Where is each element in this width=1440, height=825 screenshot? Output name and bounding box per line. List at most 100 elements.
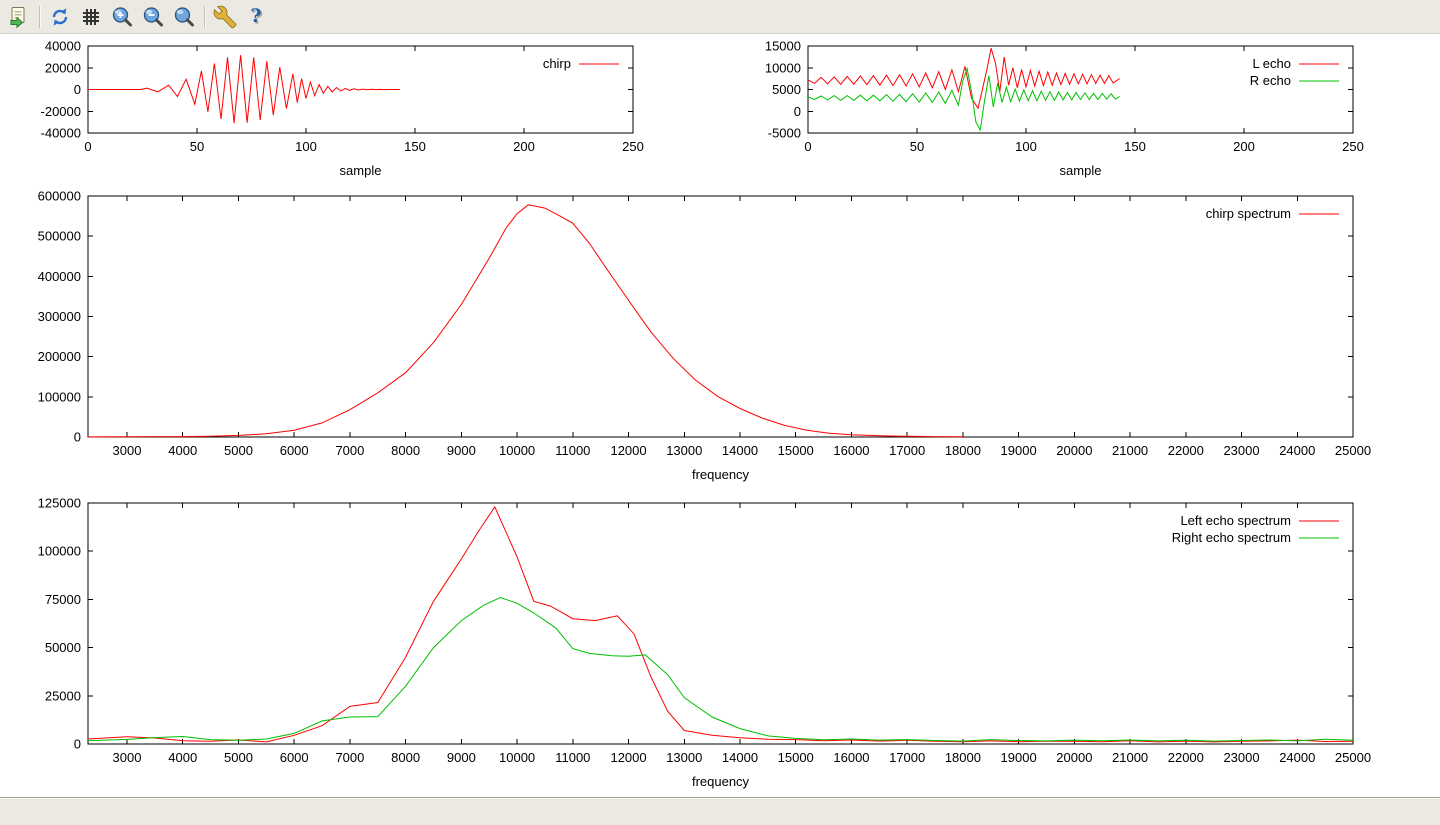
zoom-out-icon — [141, 5, 165, 29]
y-tick-label: 50000 — [45, 640, 81, 655]
x-tick-label: 23000 — [1223, 443, 1259, 458]
x-tick-label: 0 — [804, 139, 811, 154]
x-tick-label: 250 — [1342, 139, 1364, 154]
x-tick-label: 16000 — [833, 443, 869, 458]
x-tick-label: 14000 — [722, 750, 758, 765]
series-l-echo — [807, 48, 1120, 110]
y-tick-label: 10000 — [765, 60, 801, 75]
x-tick-label: 200 — [1233, 139, 1255, 154]
copy-button[interactable] — [4, 2, 34, 31]
x-tick-label: 11000 — [555, 443, 590, 458]
help-button[interactable]: ? — [241, 2, 271, 31]
x-tick-label: 5000 — [224, 443, 253, 458]
x-tick-label: 18000 — [945, 443, 981, 458]
grid-icon — [79, 5, 103, 29]
x-tick-label: 24000 — [1279, 443, 1315, 458]
x-tick-label: 15000 — [778, 443, 814, 458]
legend-label: L echo — [1252, 56, 1291, 71]
x-tick-label: 23000 — [1223, 750, 1259, 765]
x-tick-label: 7000 — [335, 443, 364, 458]
plot-border — [807, 45, 1354, 134]
x-tick-label: 100 — [295, 139, 317, 154]
x-tick-label: 17000 — [889, 443, 925, 458]
x-tick-label: 8000 — [391, 750, 420, 765]
x-tick-label: 9000 — [447, 750, 476, 765]
copy-icon — [7, 5, 31, 29]
x-tick-label: 22000 — [1168, 750, 1204, 765]
x-tick-label: 200 — [513, 139, 535, 154]
x-tick-label: 12000 — [610, 443, 646, 458]
x-tick-label: 13000 — [666, 443, 702, 458]
series-r-echo — [807, 66, 1120, 132]
x-tick-label: 150 — [404, 139, 426, 154]
x-tick-label: 20000 — [1056, 750, 1092, 765]
y-tick-label: 75000 — [45, 592, 81, 607]
x-tick-label: 13000 — [666, 750, 702, 765]
plot-area-echoes[interactable] — [808, 46, 1353, 133]
zoom-out-button[interactable] — [138, 2, 168, 31]
help-icon: ? — [250, 5, 262, 27]
toolbar: ? — [0, 0, 1440, 34]
x-tick-label: 22000 — [1168, 443, 1204, 458]
toolbar-separator — [39, 5, 40, 28]
x-tick-label: 9000 — [447, 443, 476, 458]
x-tick-label: 21000 — [1112, 443, 1148, 458]
x-tick-label: 50 — [190, 139, 204, 154]
x-tick-label: 6000 — [280, 443, 309, 458]
x-axis-label: frequency — [692, 467, 750, 482]
series-left-echo-spectrum — [87, 505, 1354, 743]
x-tick-label: 4000 — [168, 443, 197, 458]
plot-border — [87, 195, 1354, 438]
x-tick-label: 4000 — [168, 750, 197, 765]
replot-icon — [48, 5, 72, 29]
x-tick-label: 21000 — [1112, 750, 1148, 765]
zoom-reset-icon — [172, 5, 196, 29]
y-tick-label: 0 — [794, 104, 801, 119]
y-tick-label: 5000 — [772, 82, 801, 97]
x-tick-label: 8000 — [391, 443, 420, 458]
y-tick-label: -20000 — [41, 104, 81, 119]
y-tick-label: 40000 — [45, 39, 81, 54]
config-icon — [213, 5, 237, 29]
x-tick-label: 17000 — [889, 750, 925, 765]
x-tick-label: 19000 — [1001, 750, 1037, 765]
x-tick-label: 25000 — [1335, 750, 1371, 765]
x-tick-label: 20000 — [1056, 443, 1092, 458]
legend-label: chirp spectrum — [1206, 206, 1291, 221]
x-tick-label: 100 — [1015, 139, 1037, 154]
x-tick-label: 0 — [84, 139, 91, 154]
x-tick-label: 12000 — [610, 750, 646, 765]
x-axis-label: frequency — [692, 774, 750, 789]
legend-label: Right echo spectrum — [1172, 530, 1291, 545]
y-tick-label: 25000 — [45, 688, 81, 703]
plot-area-echo-spectra[interactable] — [88, 503, 1353, 744]
x-tick-label: 15000 — [778, 750, 814, 765]
y-tick-label: 0 — [74, 737, 81, 752]
x-tick-label: 5000 — [224, 750, 253, 765]
x-tick-label: 7000 — [335, 750, 364, 765]
plot-border — [87, 502, 1354, 745]
y-tick-label: 20000 — [45, 60, 81, 75]
zoom-reset-button[interactable] — [169, 2, 199, 31]
x-tick-label: 25000 — [1335, 443, 1371, 458]
y-tick-label: 100000 — [38, 389, 81, 404]
y-tick-label: -5000 — [768, 126, 801, 141]
x-tick-label: 14000 — [722, 443, 758, 458]
x-tick-label: 3000 — [113, 443, 142, 458]
x-tick-label: 16000 — [833, 750, 869, 765]
replot-button[interactable] — [45, 2, 75, 31]
grid-button[interactable] — [76, 2, 106, 31]
y-tick-label: 100000 — [38, 544, 81, 559]
chart-chirp: 0 50 100 150 200 250 -40000 -20000 0 20000 40000 ch… — [41, 39, 644, 179]
zoom-in-button[interactable] — [107, 2, 137, 31]
plot-area-chirp-spectrum[interactable] — [88, 196, 1353, 437]
x-axis-label: sample — [340, 163, 382, 178]
chart-echo-spectra: 3000 4000 5000 6000 7000 8000 9000 10000 11000 12… — [38, 496, 1371, 790]
status-bar — [0, 797, 1440, 825]
config-button[interactable] — [210, 2, 240, 31]
x-tick-label: 10000 — [499, 750, 535, 765]
legend-label: Left echo spectrum — [1180, 513, 1291, 528]
x-axis-label: sample — [1060, 163, 1102, 178]
